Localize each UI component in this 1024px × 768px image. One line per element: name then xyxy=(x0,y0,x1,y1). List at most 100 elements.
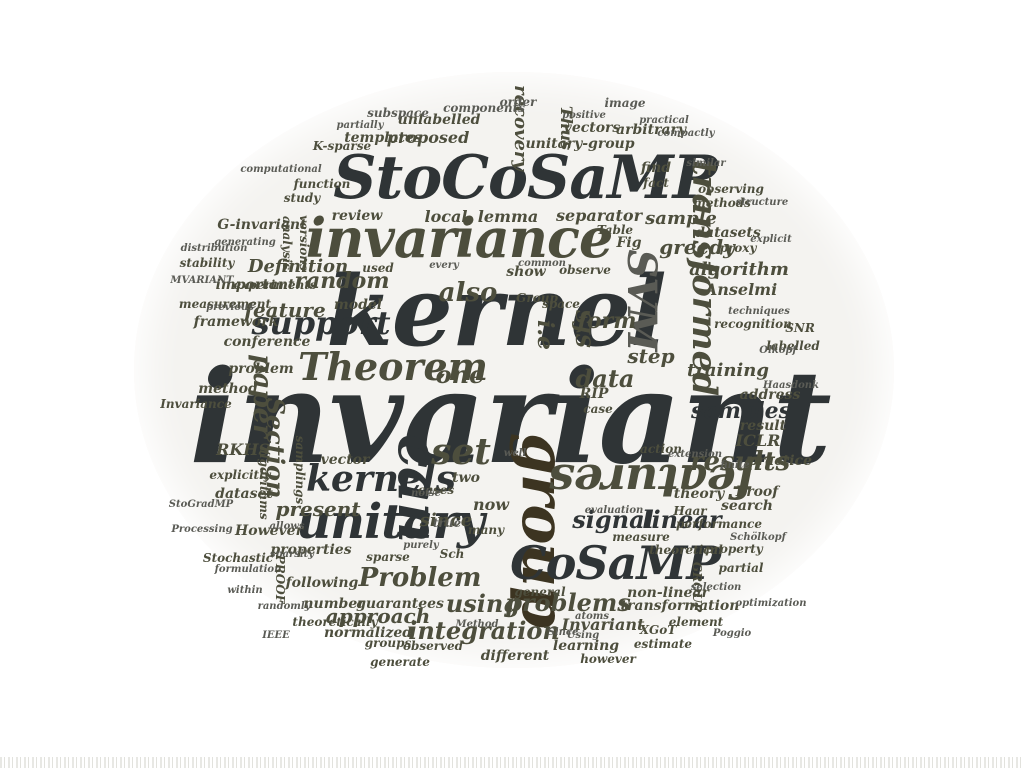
cloud-word-model: model xyxy=(333,297,383,313)
cloud-word-many: many xyxy=(467,523,505,537)
cloud-word-case: case xyxy=(583,402,613,416)
cloud-word-linear: linear xyxy=(642,505,722,534)
cloud-word-order: order xyxy=(499,95,537,109)
cloud-word-support: support xyxy=(251,304,391,342)
cloud-word-evaluation: evaluation xyxy=(584,505,644,516)
cloud-word-also: also xyxy=(438,278,498,308)
cloud-word-samplings: samplings xyxy=(293,435,307,505)
cloud-word-theorem: Theorem xyxy=(298,344,488,389)
cloud-word-feature: feature xyxy=(244,298,326,322)
bottom-edge-strip xyxy=(0,757,1024,768)
cloud-word-components: components xyxy=(443,101,525,115)
cloud-word-now: now xyxy=(472,495,510,514)
cloud-word-olkopf: Olkopf xyxy=(759,345,797,356)
cloud-word-signal: signal xyxy=(572,505,654,534)
cloud-word-form: form xyxy=(577,308,637,334)
cloud-word-study: study xyxy=(283,191,321,205)
cloud-word-subspace: subspace xyxy=(367,106,429,120)
cloud-word-invariant: Invariant xyxy=(561,615,645,634)
cloud-word-optimization: optimization xyxy=(735,598,807,609)
cloud-word-using: Using xyxy=(566,630,600,641)
cloud-word-problem: Problem xyxy=(358,563,482,593)
cloud-word-however: however xyxy=(580,652,636,666)
cloud-word-lemma: lemma xyxy=(477,207,539,226)
cloud-word-theory: theory xyxy=(673,486,725,502)
cloud-word-randomly: randomly xyxy=(257,601,311,612)
cloud-word-one: one xyxy=(435,360,485,389)
cloud-word-table: Table xyxy=(596,223,634,237)
cloud-word-invariance: Invariance xyxy=(160,397,232,411)
cloud-word-theoretical: theoretical xyxy=(649,543,723,557)
cloud-word-cases: cases xyxy=(417,483,455,497)
cloud-word-two: two xyxy=(452,470,480,486)
cloud-word-stogradmp: StoGradMP xyxy=(168,499,234,510)
cloud-word-purely: purely xyxy=(403,540,439,551)
cloud-word-approach: approach xyxy=(325,604,431,628)
cloud-word-results: results xyxy=(689,447,791,477)
cloud-word-processing: Processing xyxy=(171,524,233,535)
cloud-word-algorithm: algorithm xyxy=(689,259,789,280)
cloud-word-snr: SNR xyxy=(785,321,815,335)
cloud-word-atoms: atoms xyxy=(575,611,609,622)
cloud-word-generate: generate xyxy=(370,655,430,669)
cloud-word-positive: positive xyxy=(562,110,606,121)
cloud-word-versions: versions xyxy=(297,215,311,271)
cloud-word-used: used xyxy=(362,261,394,275)
cloud-word-local: local xyxy=(424,207,468,226)
cloud-word-haasdonk: Haasdonk xyxy=(763,380,819,391)
cloud-word-proof: Proof xyxy=(735,484,779,500)
cloud-word-datasets: datasets xyxy=(695,225,761,241)
cloud-word-training: training xyxy=(687,360,769,381)
cloud-word-separator: separator xyxy=(555,206,643,225)
cloud-word-observing: observing xyxy=(698,182,764,196)
cloud-word-data: data xyxy=(575,364,635,393)
cloud-word-property: property xyxy=(705,542,763,556)
cloud-word-computational: computational xyxy=(240,164,322,175)
cloud-word-show: show xyxy=(506,264,546,280)
cloud-word-common: common xyxy=(518,258,566,269)
cloud-word-mvariant: MVARIANT xyxy=(170,275,234,286)
cloud-word-finite: finite xyxy=(720,460,750,471)
cloud-word-search: search xyxy=(721,498,773,514)
cloud-word-algorithms: algorithms xyxy=(257,446,271,520)
cloud-word-proof: PROOF xyxy=(273,554,287,604)
cloud-word-dataset: dataset xyxy=(215,486,273,502)
cloud-word-estimate: estimate xyxy=(633,637,693,651)
cloud-word-sch: Sch xyxy=(439,547,465,561)
cloud-word-methods: methods xyxy=(693,196,751,210)
cloud-word-address: address xyxy=(739,387,801,403)
cloud-word-review: review xyxy=(331,208,383,224)
cloud-word-since: since xyxy=(419,510,473,531)
cloud-word-problem: problem xyxy=(228,361,294,377)
cloud-word-guarantees: guarantees xyxy=(356,596,444,612)
cloud-word-find: find xyxy=(640,160,672,176)
cloud-word-fig: Fig xyxy=(616,235,642,251)
cloud-word-space: space xyxy=(542,297,580,311)
cloud-word-extension: extension xyxy=(668,449,722,460)
cloud-word-labelled: labelled xyxy=(766,339,820,353)
cloud-word-noise: noise xyxy=(411,488,441,499)
cloud-word-fact: fact xyxy=(643,176,669,190)
cloud-word-image: image xyxy=(604,96,646,110)
cloud-word-stochastic: Stochastic xyxy=(202,551,274,565)
cloud-word-sjs: SJS xyxy=(571,309,595,349)
cloud-word-practice: practice xyxy=(748,453,812,469)
cloud-word-techniques: techniques xyxy=(728,306,790,317)
cloud-word-ieee: IEEE xyxy=(262,630,290,641)
word-cloud-oval-background xyxy=(134,72,894,668)
cloud-word-g-invariant: G-invariant xyxy=(217,217,307,233)
cloud-word-distribution: distribution xyxy=(180,243,248,254)
cloud-word-formulation: formulation xyxy=(214,564,282,575)
cloud-word-normalized: normalized xyxy=(323,625,413,641)
cloud-word-observed: observed xyxy=(402,639,464,653)
cloud-word-action: action xyxy=(640,442,682,456)
cloud-word-practical: practical xyxy=(639,115,689,126)
cloud-word-arbitrary: arbitrary xyxy=(616,122,686,138)
cloud-word-performance: performance xyxy=(676,517,762,531)
cloud-word-cosamp: CoSaMP xyxy=(510,536,721,590)
cloud-word-kernel: kernel xyxy=(326,255,667,368)
cloud-word-invariance: invariance xyxy=(305,206,614,270)
cloud-word-selection: selection xyxy=(690,582,742,593)
cloud-word-group: Group xyxy=(516,291,558,305)
cloud-word-non-linear: non-linear xyxy=(627,585,709,601)
